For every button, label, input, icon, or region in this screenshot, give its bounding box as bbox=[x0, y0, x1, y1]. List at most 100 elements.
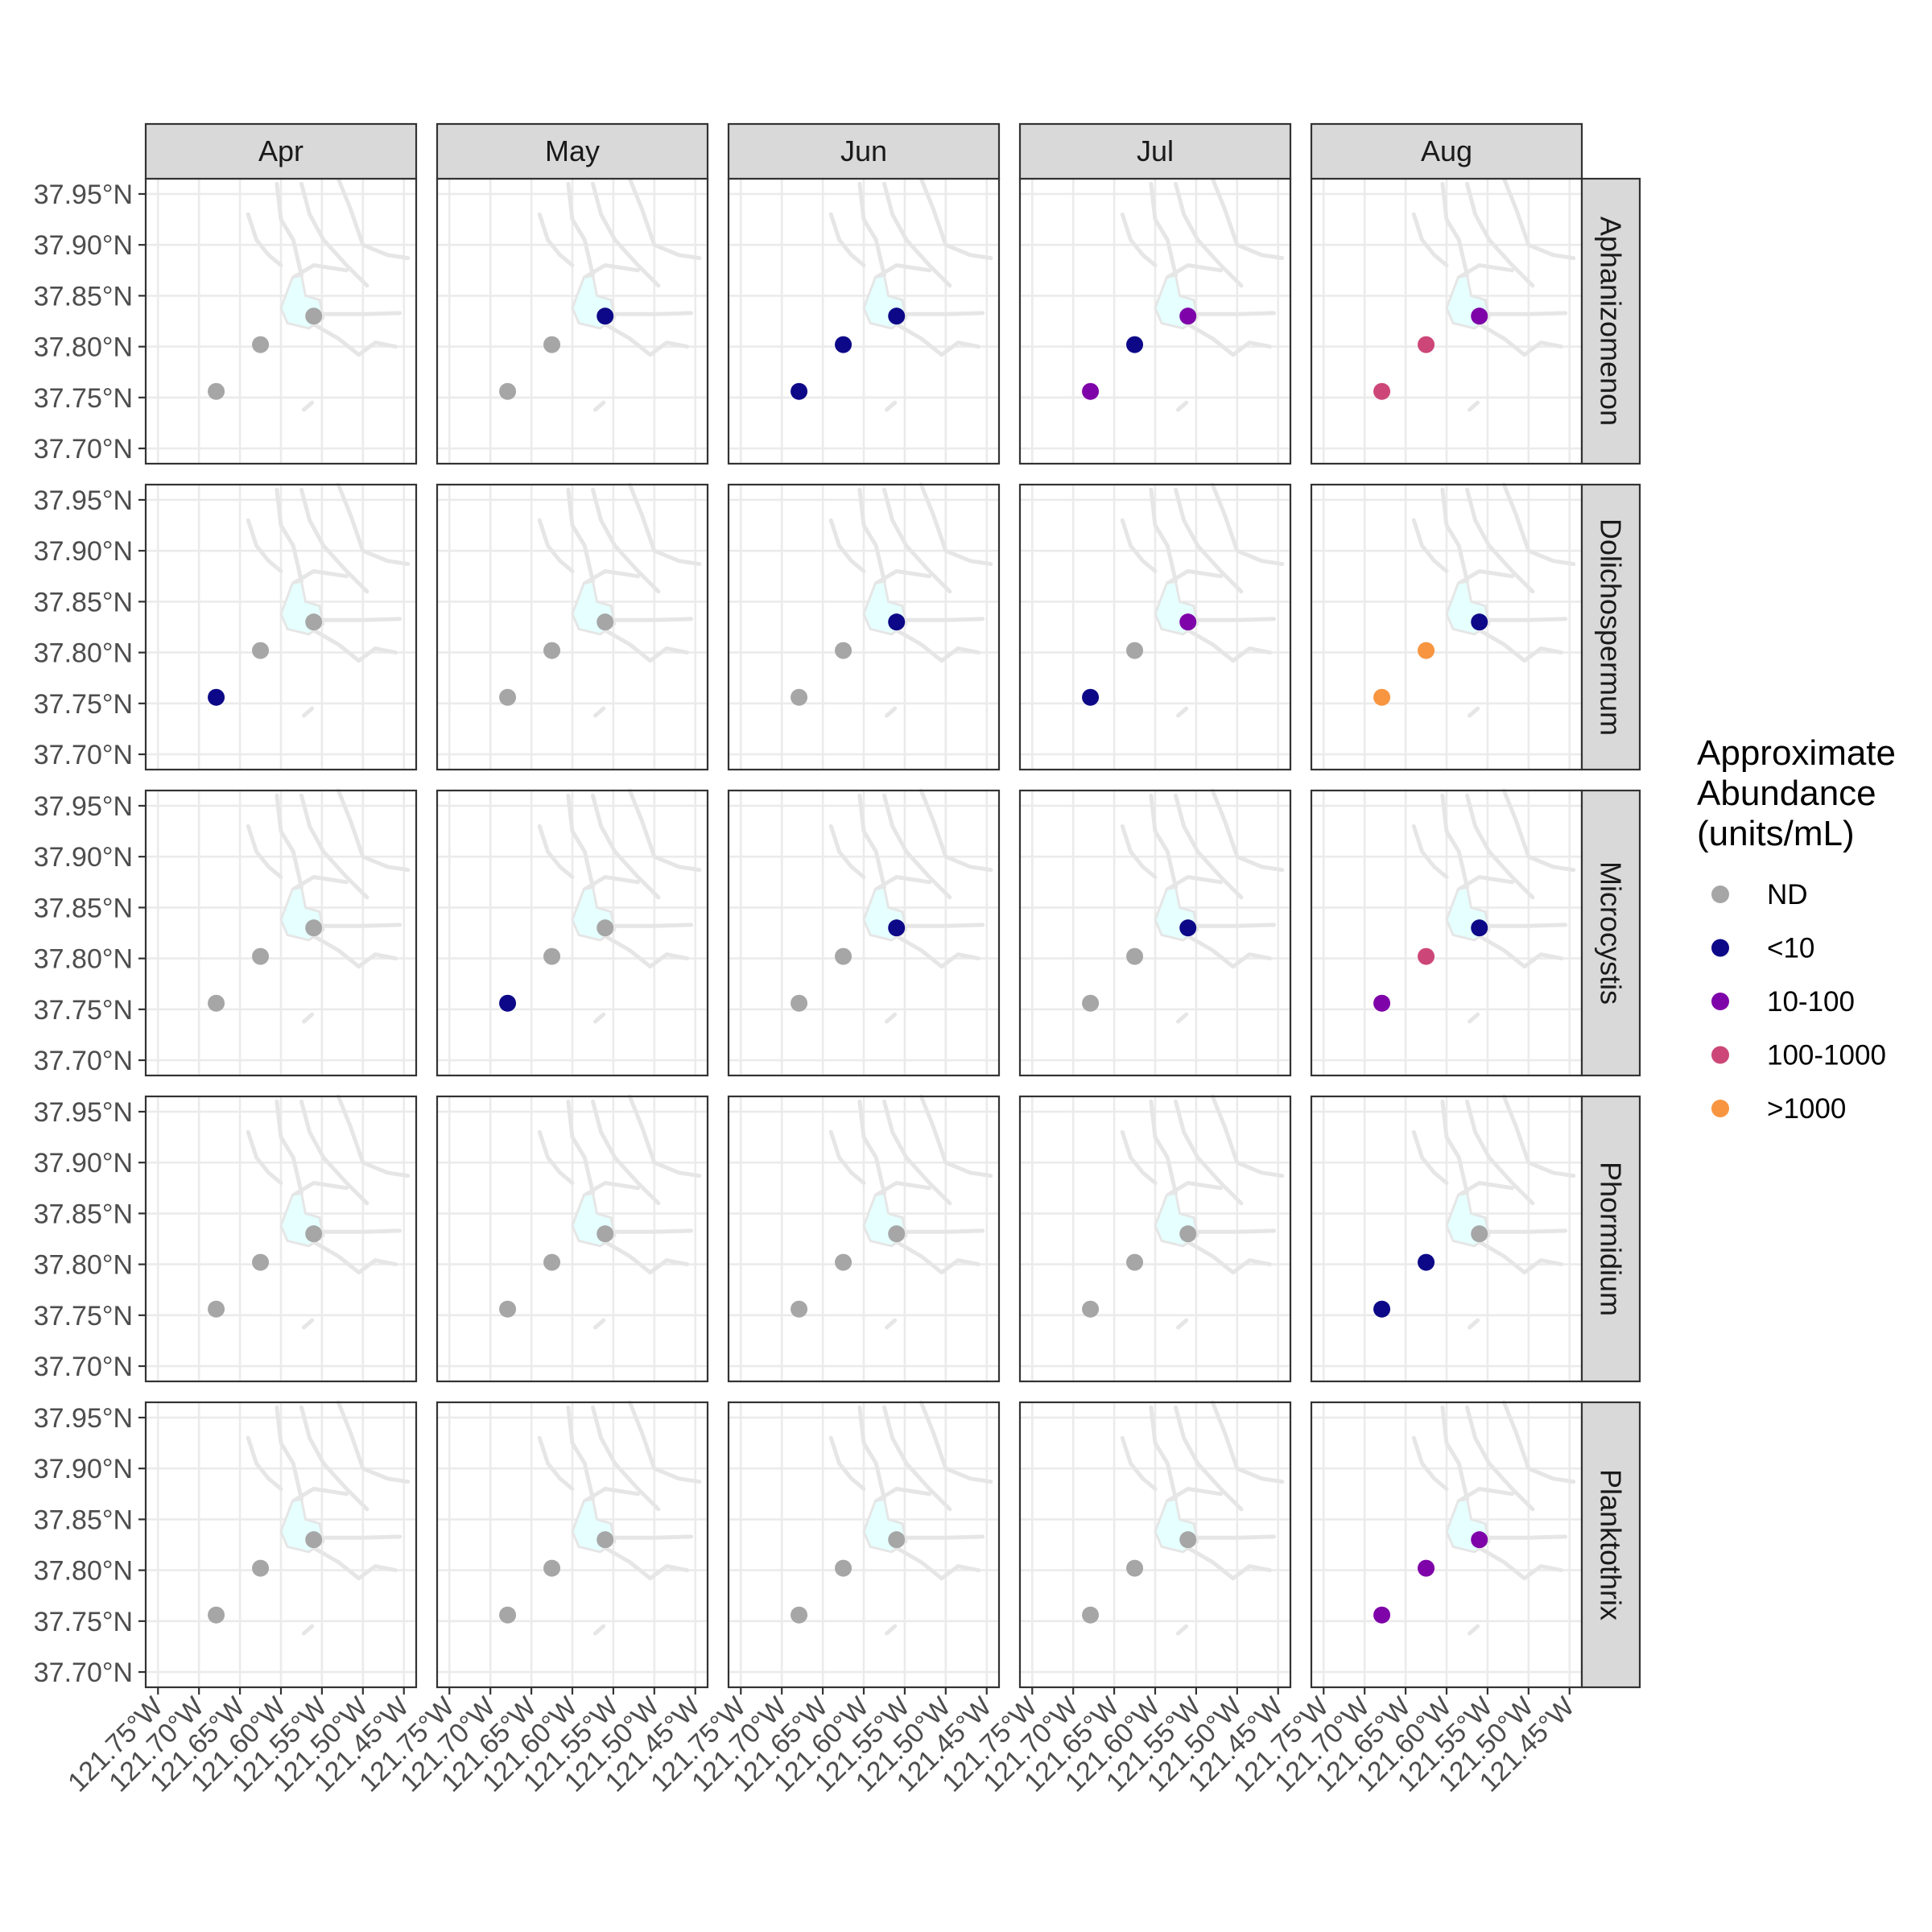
station-point bbox=[252, 1559, 270, 1577]
waterway bbox=[275, 1405, 303, 1501]
waterway bbox=[593, 1624, 606, 1636]
station-point bbox=[1082, 1300, 1100, 1318]
waterway bbox=[336, 1094, 411, 1179]
station-point bbox=[499, 382, 517, 400]
waterway bbox=[1149, 487, 1178, 584]
waterway bbox=[873, 1181, 931, 1198]
waterway bbox=[537, 1129, 575, 1185]
waterway bbox=[627, 1400, 702, 1484]
waterway bbox=[1411, 824, 1449, 879]
waterway bbox=[312, 628, 398, 663]
strip-label: Microcystis bbox=[1595, 861, 1628, 1005]
waterway bbox=[1165, 263, 1223, 280]
waterway bbox=[291, 1487, 349, 1504]
legend-swatch bbox=[1711, 993, 1729, 1010]
panel-microcystis-jul bbox=[1018, 788, 1292, 1077]
legend-swatch bbox=[1711, 939, 1729, 957]
strip-label: Aug bbox=[1421, 134, 1472, 167]
station-point bbox=[543, 1559, 561, 1577]
waterway bbox=[919, 176, 993, 261]
y-tick-label: 37.85°N bbox=[34, 1199, 133, 1229]
panel-planktothrix-apr bbox=[144, 1400, 418, 1689]
waterway bbox=[1487, 1228, 1568, 1234]
station-point bbox=[597, 1225, 614, 1243]
waterway bbox=[321, 311, 402, 316]
waterway bbox=[1165, 1181, 1223, 1198]
waterway bbox=[537, 212, 575, 267]
panel-border bbox=[436, 789, 709, 1077]
waterway bbox=[1149, 181, 1178, 278]
panel-phormidium-jun bbox=[727, 1094, 1001, 1383]
waterway bbox=[857, 793, 886, 890]
waterway bbox=[613, 923, 694, 928]
waterway bbox=[1174, 1405, 1244, 1512]
panel-dolichospermum-jun bbox=[727, 482, 1001, 771]
waterway bbox=[537, 824, 575, 879]
y-tick-label: 37.85°N bbox=[34, 587, 133, 617]
y-tick-label: 37.70°N bbox=[34, 1046, 133, 1076]
panel-phormidium-aug bbox=[1310, 1094, 1583, 1383]
waterway bbox=[593, 400, 606, 412]
waterway bbox=[873, 1487, 931, 1504]
waterway bbox=[1465, 1405, 1535, 1512]
waterway bbox=[894, 628, 980, 663]
waterway bbox=[1465, 793, 1535, 900]
waterway bbox=[627, 176, 702, 261]
station-point bbox=[1082, 994, 1100, 1012]
station-point bbox=[1373, 382, 1391, 400]
waterway bbox=[1468, 706, 1480, 718]
waterway bbox=[882, 793, 952, 900]
station-point bbox=[1418, 1253, 1435, 1271]
waterway bbox=[603, 934, 689, 969]
waterway bbox=[1210, 176, 1285, 261]
station-point bbox=[888, 1531, 906, 1549]
waterway bbox=[1468, 1012, 1480, 1024]
waterway bbox=[904, 1534, 985, 1540]
panel-border bbox=[436, 483, 709, 771]
legend-item-nd: ND bbox=[1711, 879, 1808, 910]
waterway bbox=[582, 569, 640, 586]
station-point bbox=[1179, 919, 1197, 937]
station-point bbox=[597, 613, 614, 631]
waterway bbox=[885, 1624, 898, 1636]
waterway bbox=[593, 706, 606, 718]
waterway bbox=[1468, 1318, 1480, 1330]
waterway bbox=[603, 322, 689, 357]
waterway bbox=[894, 322, 980, 357]
panel-planktothrix-may bbox=[436, 1400, 709, 1689]
waterway bbox=[904, 923, 985, 928]
station-point bbox=[1373, 994, 1391, 1012]
y-tick-label: 37.95°N bbox=[34, 1403, 133, 1434]
waterway bbox=[1174, 1099, 1244, 1206]
waterway bbox=[873, 875, 931, 892]
station-point bbox=[835, 947, 852, 965]
strip-box bbox=[1580, 483, 1641, 771]
waterway bbox=[321, 1534, 402, 1540]
station-point bbox=[1471, 919, 1488, 937]
waterway bbox=[312, 1240, 398, 1275]
station-point bbox=[305, 919, 323, 937]
waterway bbox=[291, 569, 349, 586]
waterway bbox=[1501, 1400, 1576, 1484]
waterway bbox=[1174, 487, 1244, 594]
strip-box bbox=[1580, 1095, 1641, 1383]
waterway bbox=[302, 1318, 315, 1330]
waterway bbox=[246, 1129, 283, 1185]
station-point bbox=[1179, 308, 1197, 325]
waterway bbox=[1165, 875, 1223, 892]
waterway bbox=[591, 1099, 661, 1206]
waterway bbox=[1195, 923, 1277, 928]
waterway bbox=[1487, 923, 1568, 928]
strip-box bbox=[1580, 177, 1641, 465]
waterway bbox=[1456, 1487, 1514, 1504]
station-point bbox=[1418, 336, 1435, 353]
station-point bbox=[1082, 1606, 1100, 1624]
waterway bbox=[1195, 311, 1277, 316]
station-point bbox=[888, 919, 906, 937]
waterway bbox=[873, 569, 931, 586]
waterway bbox=[1477, 1240, 1563, 1275]
y-tick-label: 37.70°N bbox=[34, 434, 133, 464]
waterway bbox=[566, 793, 595, 890]
waterway bbox=[1195, 617, 1277, 622]
